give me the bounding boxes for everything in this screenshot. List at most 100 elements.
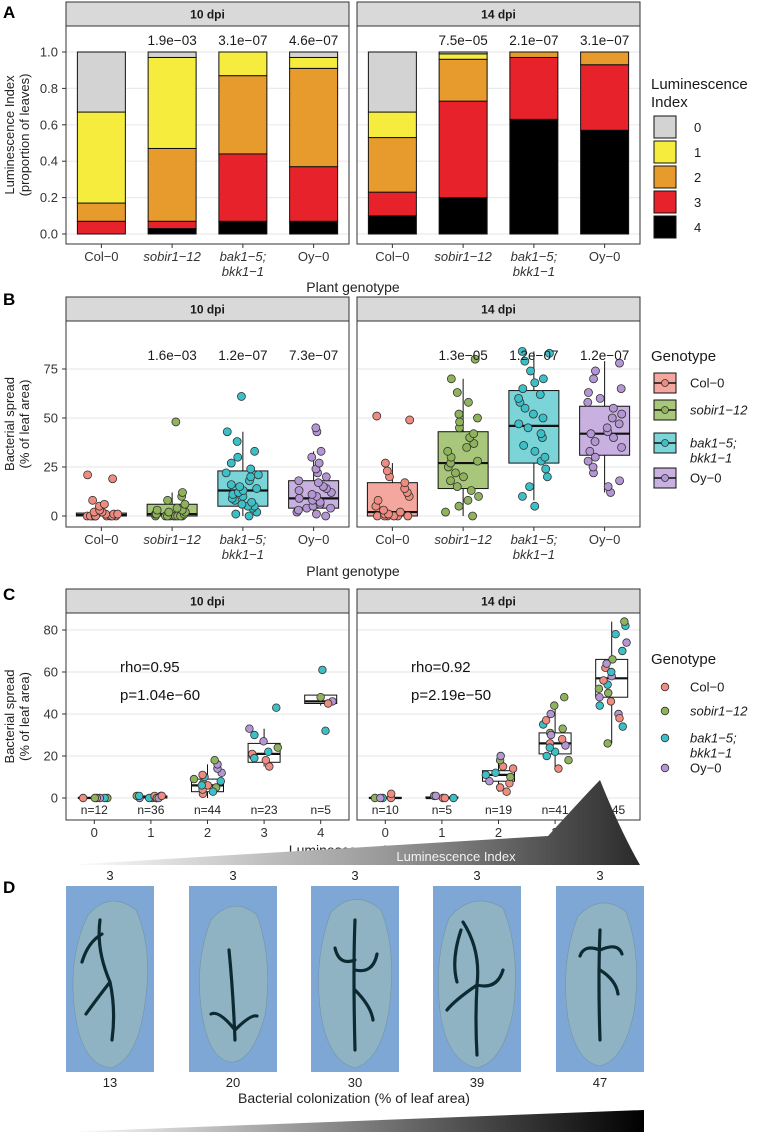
legend-title: Genotype [651,348,716,365]
y-axis-label-line: (proportion of leaves) [17,74,32,197]
x-axis-label: Plant genotype [306,563,400,579]
data-point [618,722,627,731]
p-value-label: 3.1e−07 [580,33,629,48]
leaf-image [318,899,392,1069]
data-point [314,458,324,468]
data-point [618,646,627,656]
data-point [585,446,595,456]
legend-label-lum: 3 [694,195,701,210]
y-tick-label: 0.6 [40,117,58,132]
data-point [273,743,282,752]
stacked-bar-segment [580,51,630,66]
data-point [591,366,600,376]
x-tick-label-line: bak1−5; [511,249,558,264]
p-value-label: 1.9e−03 [148,33,197,48]
data-point [253,470,263,480]
x-tick-label-line: Col−0 [375,249,409,264]
data-point [520,403,530,413]
data-point [595,393,605,403]
data-point [607,667,616,677]
correlation-rho: rho=0.95 [120,659,180,676]
leaf-image [199,905,268,1063]
stacked-bar-segment [147,228,197,235]
data-point [545,348,554,358]
data-point [583,397,593,407]
x-tick-label-line: Oy−0 [298,249,329,264]
data-point [526,366,535,376]
data-point [443,446,453,456]
legend-label-lum: 2 [694,170,701,185]
data-point [113,509,123,519]
p-value-label: 7.3e−07 [289,348,338,363]
data-point [459,472,468,482]
legend-label: Oy−0 [690,471,721,486]
data-point [316,693,325,702]
x-tick-label-line: bak1−5; [220,532,267,547]
leaf-colonization-label: 30 [348,1075,362,1090]
p-value-label: 7.5e−05 [439,33,488,48]
leaf-image [438,900,516,1069]
legend-label: Oy−0 [690,761,721,776]
data-point [462,442,472,452]
facet-border [65,612,350,821]
y-tick-label: 20 [44,749,58,764]
x-tick-label-line: Col−0 [84,532,118,547]
data-point [469,429,479,439]
data-point [594,684,604,693]
leaf-blade [565,902,637,1067]
data-point [178,488,187,497]
x-tick-label-line: Col−0 [84,249,118,264]
legend-swatch-lum-4 [653,215,677,239]
stacked-bar-segment [218,75,268,155]
facet-strip [65,588,350,614]
stacked-bar-segment [438,100,488,199]
stacked-bar-segment [438,58,488,102]
leaf-colonization-label: 20 [226,1075,240,1090]
x-tick-label-line: bkk1−1 [513,547,555,562]
data-point [464,397,473,407]
data-point [620,617,629,626]
data-point [311,423,321,433]
correlation-p-value: p=1.04e−60 [120,687,200,704]
x-tick-label-line: bkk1−1 [222,264,264,279]
data-point [326,503,335,513]
x-tick-label: Col−0 [375,249,409,264]
data-point [604,688,613,698]
facet-strip-label: 14 dpi [481,303,516,317]
data-point [586,429,596,439]
legend-label-lum: 1 [694,145,701,160]
data-point [583,456,593,466]
y-tick-label: 25 [44,460,58,475]
x-tick-label: sobir1−12 [434,532,492,547]
y-axis-label-line: (% of leaf area) [17,380,32,469]
stacked-bar-segment [147,220,197,230]
p-value-label: 1.2e−07 [218,348,267,363]
data-point [463,495,473,505]
stacked-bar-segment [147,147,197,222]
stacked-bar-segment [509,118,559,235]
data-point [294,505,303,515]
stacked-bar-segment [289,166,339,222]
y-axis-label-line: (% of leaf area) [17,672,32,761]
data-point [546,730,556,740]
data-point [313,478,323,488]
stacked-bar-segment [367,137,417,193]
data-point [595,701,604,710]
data-point [589,374,598,384]
data-point [590,437,600,446]
stacked-bar-segment [367,215,417,235]
data-point [294,486,304,495]
data-point [90,793,100,803]
legend-label-line: Col−0 [690,376,724,391]
p-value-label: 1.6e−03 [148,348,197,363]
legend-label: Col−0 [690,376,724,391]
legend-label: bak1−5; bkk1−1 [690,731,737,761]
data-point [261,756,271,765]
sample-size-label: n=36 [137,803,164,817]
data-point [530,446,540,456]
data-point [164,507,174,517]
data-point [617,409,627,419]
facet-border [356,612,641,821]
luminescence-banner-label: Luminescence Index [396,849,516,864]
sample-size-label: n=5 [432,803,453,817]
